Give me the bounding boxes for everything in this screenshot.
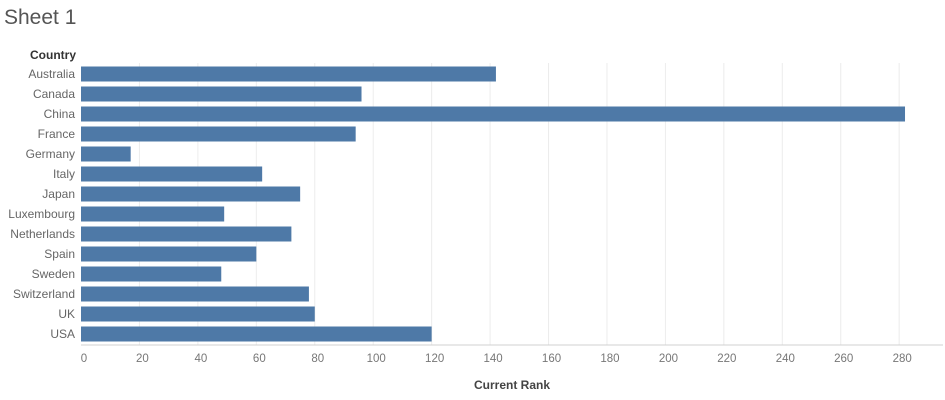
grid-layer (81, 63, 943, 346)
x-tick-label: 160 (542, 353, 561, 365)
row-header-country: Country (30, 48, 76, 62)
bar-australia[interactable] (81, 66, 496, 82)
sheet-title: Sheet 1 (4, 6, 77, 29)
category-label: Japan (42, 187, 75, 201)
category-label: France (38, 127, 76, 141)
x-tick-label: 220 (717, 353, 736, 365)
x-tick-label: 0 (81, 353, 87, 365)
bar-france[interactable] (81, 126, 356, 142)
x-tick-label: 80 (311, 353, 324, 365)
bar-china[interactable] (81, 106, 906, 122)
x-axis-title: Current Rank (474, 378, 550, 392)
bar-switzerland[interactable] (81, 286, 309, 302)
bar-usa[interactable] (81, 326, 432, 342)
bar-spain[interactable] (81, 246, 257, 262)
category-label: Switzerland (13, 287, 75, 301)
x-tick-label: 100 (367, 353, 386, 365)
x-tick-label: 120 (425, 353, 444, 365)
x-tick-layer: 0 20 40 60 80 100 120 140 160 180 200 220 240 260 280 (81, 353, 912, 365)
category-label: Netherlands (10, 227, 75, 241)
category-label: UK (58, 307, 75, 321)
bar-canada[interactable] (81, 86, 362, 102)
x-tick-label: 140 (483, 353, 502, 365)
x-tick-label: 20 (136, 353, 149, 365)
category-label: Sweden (32, 267, 75, 281)
category-label: Luxembourg (8, 207, 75, 221)
bar-italy[interactable] (81, 166, 263, 182)
x-tick-label: 60 (253, 353, 266, 365)
x-tick-label: 240 (776, 353, 795, 365)
category-label: China (44, 107, 76, 121)
x-tick-label: 40 (194, 353, 207, 365)
bar-japan[interactable] (81, 186, 301, 202)
category-label: Spain (44, 247, 75, 261)
x-tick-label: 260 (834, 353, 853, 365)
category-label: Germany (26, 147, 75, 161)
bar-luxembourg[interactable] (81, 206, 225, 222)
category-label: USA (50, 327, 75, 341)
bar-sweden[interactable] (81, 266, 222, 282)
x-tick-label: 280 (893, 353, 912, 365)
x-tick-label: 200 (659, 353, 678, 365)
category-label: Canada (33, 87, 75, 101)
bar-netherlands[interactable] (81, 226, 292, 242)
bar-layer (81, 66, 906, 342)
category-label-layer: Australia Canada China France Germany Italy Ja… (8, 67, 75, 341)
category-label: Italy (53, 167, 75, 181)
bar-germany[interactable] (81, 146, 131, 162)
bar-uk[interactable] (81, 306, 315, 322)
category-label: Australia (28, 67, 75, 81)
x-tick-label: 180 (600, 353, 619, 365)
